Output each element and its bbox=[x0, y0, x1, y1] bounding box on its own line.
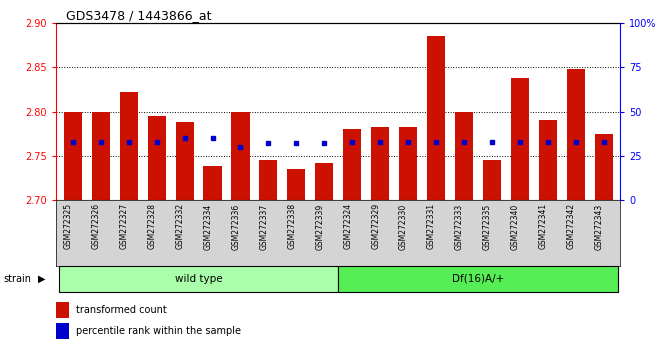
Bar bbox=[59, 266, 338, 292]
Text: transformed count: transformed count bbox=[76, 305, 166, 315]
Text: GSM272337: GSM272337 bbox=[259, 203, 269, 250]
Bar bbox=[259, 160, 277, 200]
Text: GSM272331: GSM272331 bbox=[427, 203, 436, 250]
Bar bbox=[343, 129, 361, 200]
Text: GSM272325: GSM272325 bbox=[64, 203, 73, 250]
Bar bbox=[287, 169, 306, 200]
Bar bbox=[203, 166, 222, 200]
Text: GSM272327: GSM272327 bbox=[119, 203, 129, 250]
Text: ▶: ▶ bbox=[38, 274, 46, 284]
Text: GSM272333: GSM272333 bbox=[455, 203, 464, 250]
Bar bbox=[315, 163, 333, 200]
Text: GSM272338: GSM272338 bbox=[287, 203, 296, 250]
Text: GSM272336: GSM272336 bbox=[232, 203, 240, 250]
Text: GSM272339: GSM272339 bbox=[315, 203, 324, 250]
Text: GDS3478 / 1443866_at: GDS3478 / 1443866_at bbox=[66, 9, 211, 22]
Text: GSM272324: GSM272324 bbox=[343, 203, 352, 250]
Bar bbox=[399, 127, 417, 200]
Text: Df(16)A/+: Df(16)A/+ bbox=[452, 274, 504, 284]
Text: GSM272329: GSM272329 bbox=[371, 203, 380, 250]
Bar bbox=[539, 120, 557, 200]
Text: percentile rank within the sample: percentile rank within the sample bbox=[76, 326, 241, 336]
Text: wild type: wild type bbox=[175, 274, 222, 284]
Text: GSM272326: GSM272326 bbox=[92, 203, 101, 250]
Bar bbox=[119, 92, 138, 200]
Text: GSM272330: GSM272330 bbox=[399, 203, 408, 250]
Text: GSM272340: GSM272340 bbox=[511, 203, 520, 250]
Bar bbox=[483, 160, 501, 200]
Bar bbox=[56, 323, 69, 339]
Bar bbox=[455, 112, 473, 200]
Bar bbox=[232, 112, 249, 200]
Text: GSM272334: GSM272334 bbox=[203, 203, 213, 250]
Text: strain: strain bbox=[3, 274, 31, 284]
Text: GSM272335: GSM272335 bbox=[483, 203, 492, 250]
Text: GSM272341: GSM272341 bbox=[539, 203, 548, 250]
Bar bbox=[64, 112, 82, 200]
Text: GSM272343: GSM272343 bbox=[595, 203, 604, 250]
Bar bbox=[176, 122, 193, 200]
Text: GSM272342: GSM272342 bbox=[567, 203, 576, 250]
Text: GSM272328: GSM272328 bbox=[148, 203, 156, 249]
Bar bbox=[338, 266, 618, 292]
Bar bbox=[148, 116, 166, 200]
Bar bbox=[371, 127, 389, 200]
Text: GSM272332: GSM272332 bbox=[176, 203, 185, 250]
Bar bbox=[511, 78, 529, 200]
Bar bbox=[567, 69, 585, 200]
Bar bbox=[595, 134, 612, 200]
Bar bbox=[92, 112, 110, 200]
Bar bbox=[427, 36, 445, 200]
Bar bbox=[56, 302, 69, 318]
